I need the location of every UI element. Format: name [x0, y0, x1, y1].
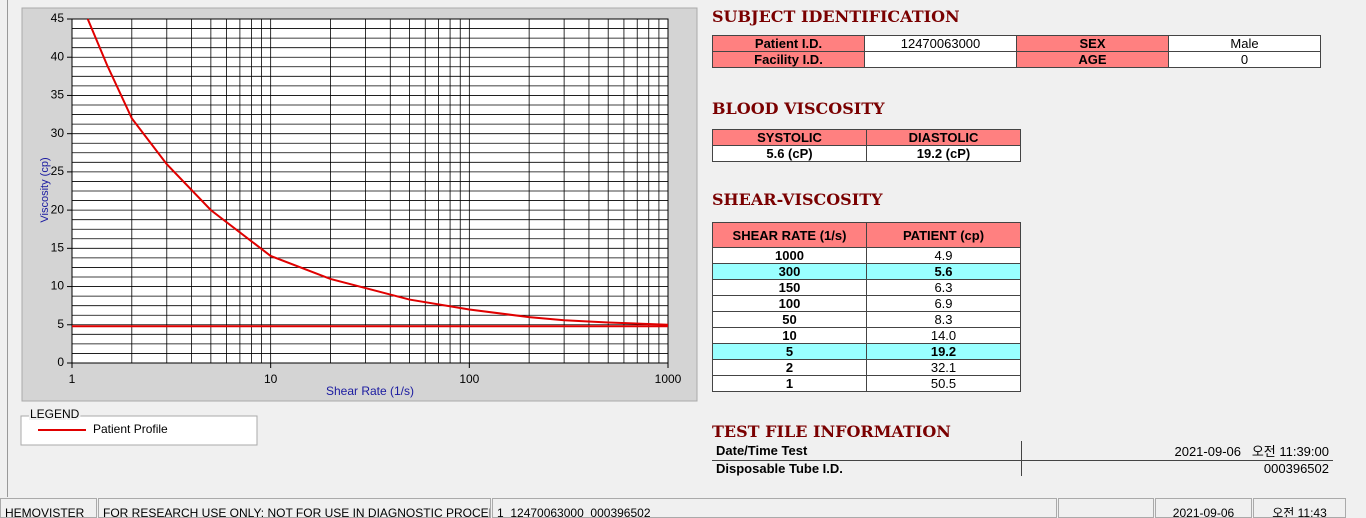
section-title: BLOOD VISCOSITY — [712, 99, 885, 118]
table-cell: 6.3 — [866, 279, 1021, 296]
header: DIASTOLIC — [866, 129, 1021, 146]
row-value: 2021-09-06 오전 11:39:00 — [1021, 441, 1333, 461]
section-title: SUBJECT IDENTIFICATION — [712, 7, 960, 26]
table-cell: 50 — [712, 311, 867, 328]
section-title: SHEAR-VISCOSITY — [712, 190, 883, 209]
border — [7, 0, 8, 497]
value: 5.6 (cP) — [712, 145, 867, 162]
chart: Shear Rate (1/s) Viscosity (cp) LEGEND 1… — [20, 7, 698, 446]
plot-frame — [71, 18, 669, 364]
status-time: 오전 11:43 — [1253, 498, 1346, 518]
table-cell: 50.5 — [866, 375, 1021, 392]
row-label: Date/Time Test — [712, 441, 1022, 461]
subject-table: Patient I.D. 12470063000 SEX Male Facility … — [712, 35, 1321, 68]
table-cell: 14.0 — [866, 327, 1021, 344]
y-axis-label: Viscosity (cp) — [39, 157, 51, 222]
table-row: 1000 4.9 — [712, 247, 1021, 264]
y-tick-label: 0 — [57, 355, 64, 369]
y-tick-label: 20 — [51, 202, 65, 216]
y-tick-label: 10 — [51, 279, 65, 293]
table-row: 10 14.0 — [712, 327, 1021, 344]
table-row: 50 8.3 — [712, 311, 1021, 328]
y-tick-label: 40 — [51, 49, 65, 63]
y-tick-label: 45 — [51, 11, 65, 25]
field-label: SEX — [1016, 35, 1169, 52]
table-cell: 6.9 — [866, 295, 1021, 312]
table-row: 5 19.2 — [712, 343, 1021, 360]
status-app: HEMOVISTER — [0, 498, 97, 518]
section-title: TEST FILE INFORMATION — [712, 422, 951, 441]
table-cell: 8.3 — [866, 311, 1021, 328]
y-tick-label: 5 — [57, 317, 64, 331]
field-label: Patient I.D. — [712, 35, 865, 52]
table-row: 2 32.1 — [712, 359, 1021, 376]
legend-title: LEGEND — [30, 407, 80, 421]
table-cell: 4.9 — [866, 247, 1021, 264]
header: SHEAR RATE (1/s) — [712, 222, 867, 248]
field-value: 12470063000 — [864, 35, 1017, 52]
table-cell: 32.1 — [866, 359, 1021, 376]
legend-box — [20, 415, 258, 446]
table-row: 1 50.5 — [712, 375, 1021, 392]
blood-table: SYSTOLIC DIASTOLIC 5.6 (cP) 19.2 (cP) — [712, 129, 1021, 162]
y-tick-label: 25 — [51, 164, 65, 178]
table-cell: 300 — [712, 263, 867, 280]
table-row: 100 6.9 — [712, 295, 1021, 312]
series-line — [86, 18, 669, 326]
grid — [71, 18, 669, 364]
field-label: AGE — [1016, 51, 1169, 68]
value: 19.2 (cP) — [866, 145, 1021, 162]
table-cell: 150 — [712, 279, 867, 296]
x-axis-label: Shear Rate (1/s) — [326, 384, 414, 398]
field-value: Male — [1168, 35, 1321, 52]
field-label: Facility I.D. — [712, 51, 865, 68]
table-cell: 1000 — [712, 247, 867, 264]
y-tick-label: 15 — [51, 241, 65, 255]
row-label: Disposable Tube I.D. — [712, 460, 1022, 476]
table-row: 300 5.6 — [712, 263, 1021, 280]
legend-label: Patient Profile — [93, 422, 168, 436]
x-tick-label: 1000 — [655, 372, 682, 386]
field-value — [864, 51, 1017, 68]
table-cell: 5 — [712, 343, 867, 360]
table-cell: 19.2 — [866, 343, 1021, 360]
status-notice: FOR RESEARCH USE ONLY: NOT FOR USE IN DI… — [98, 498, 491, 518]
x-tick-label: 100 — [459, 372, 479, 386]
status-date: 2021-09-06 — [1155, 498, 1252, 518]
table-cell: 1 — [712, 375, 867, 392]
table-cell: 100 — [712, 295, 867, 312]
table-cell: 2 — [712, 359, 867, 376]
table-cell: 5.6 — [866, 263, 1021, 280]
y-tick-label: 35 — [51, 88, 65, 102]
header: SYSTOLIC — [712, 129, 867, 146]
field-value: 0 — [1168, 51, 1321, 68]
x-tick-label: 1 — [69, 372, 76, 386]
x-tick-label: 10 — [264, 372, 278, 386]
shear-table: SHEAR RATE (1/s) PATIENT (cp) 1000 4.9 300 5… — [712, 222, 1021, 392]
status-empty — [1058, 498, 1154, 518]
test-file-table: Date/Time Test 2021-09-06 오전 11:39:00 Dis… — [712, 441, 1333, 476]
header: PATIENT (cp) — [866, 222, 1021, 248]
table-cell: 10 — [712, 327, 867, 344]
status-file: 1 12470063000 000396502 — [492, 498, 1057, 518]
row-value: 000396502 — [1021, 460, 1333, 476]
table-row: 150 6.3 — [712, 279, 1021, 296]
y-tick-label: 30 — [51, 126, 65, 140]
